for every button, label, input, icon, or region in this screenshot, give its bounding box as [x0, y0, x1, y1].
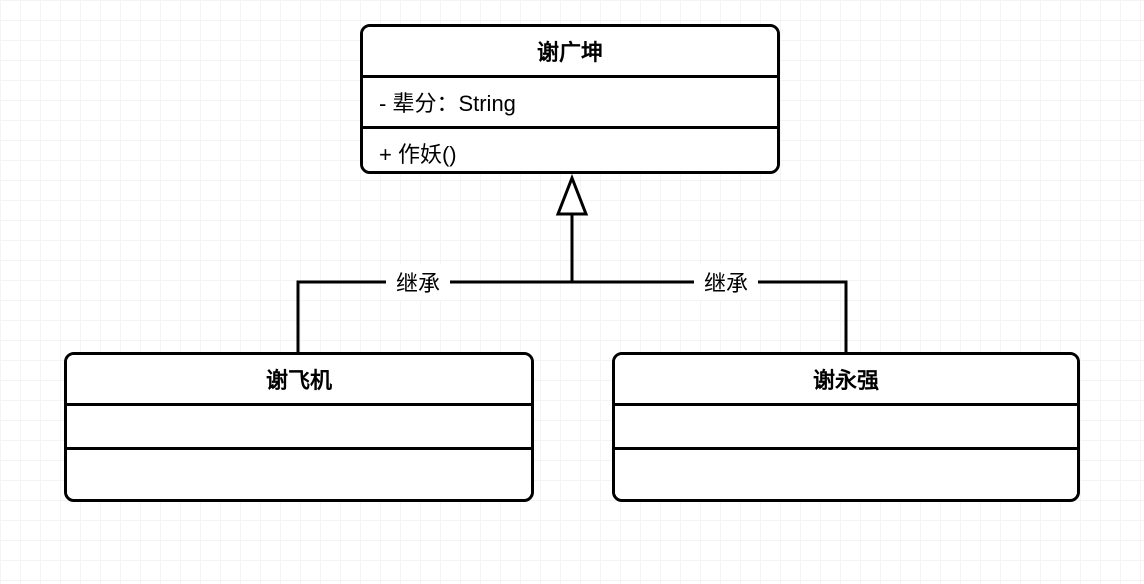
class-methods-empty — [615, 450, 1077, 494]
diagram-canvas: 谢广坤 - 辈分：String + 作妖() 谢飞机 谢永强 继承 继承 — [0, 0, 1144, 584]
class-name-child-b: 谢永强 — [615, 355, 1077, 406]
class-name-child-a: 谢飞机 — [67, 355, 531, 406]
class-attribute: - 辈分：String — [363, 78, 777, 129]
uml-class-child-a: 谢飞机 — [64, 352, 534, 502]
uml-class-parent: 谢广坤 - 辈分：String + 作妖() — [360, 24, 780, 174]
class-method: + 作妖() — [363, 129, 777, 174]
class-attributes-empty — [615, 406, 1077, 450]
class-attributes-empty — [67, 406, 531, 450]
class-methods-empty — [67, 450, 531, 494]
edge-label-b: 继承 — [694, 264, 758, 300]
edge-label-a: 继承 — [386, 264, 450, 300]
class-name-parent: 谢广坤 — [363, 27, 777, 78]
uml-class-child-b: 谢永强 — [612, 352, 1080, 502]
